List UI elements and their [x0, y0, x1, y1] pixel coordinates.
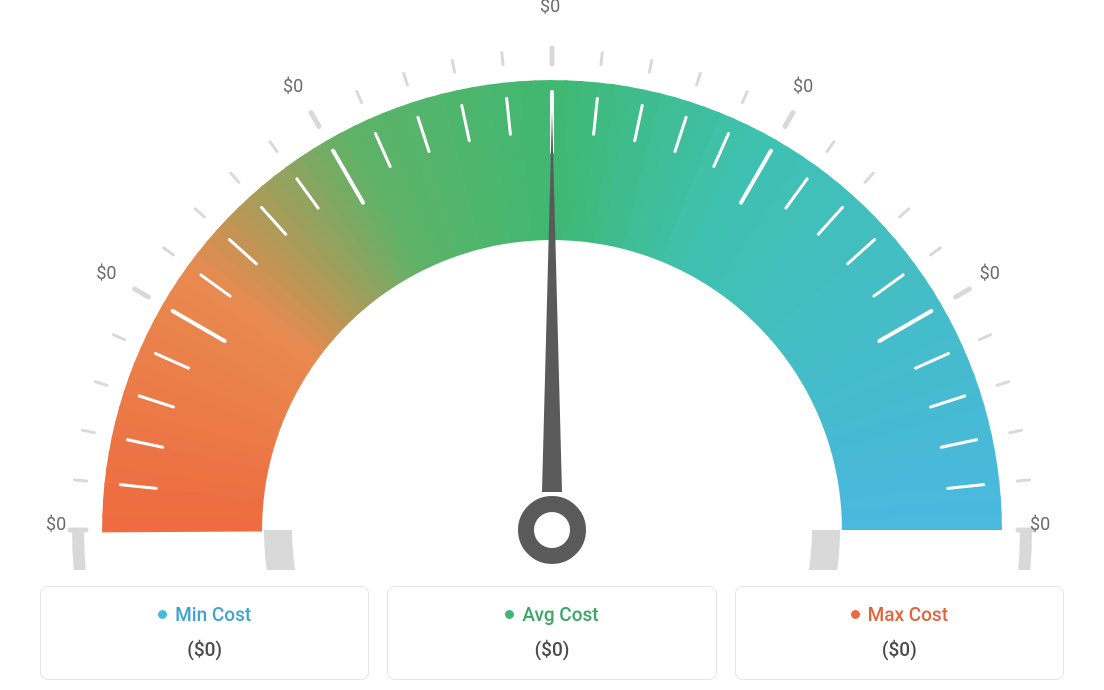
legend-label-max: Max Cost: [868, 603, 948, 626]
gauge-tick-label: $0: [980, 263, 1000, 284]
legend-row: Min Cost ($0) Avg Cost ($0) Max Cost ($0…: [40, 586, 1064, 680]
legend-label-min: Min Cost: [175, 603, 251, 626]
legend-label-avg: Avg Cost: [522, 603, 598, 626]
gauge-tick-label: $0: [46, 514, 66, 535]
legend-value-max: ($0): [746, 638, 1053, 661]
gauge-hub: [526, 504, 578, 556]
gauge-tick-label: $0: [1030, 514, 1050, 535]
legend-dot-max: [851, 610, 860, 619]
legend-title-max: Max Cost: [851, 603, 948, 626]
legend-card-max: Max Cost ($0): [735, 586, 1064, 680]
gauge-chart-container: $0 $0 $0 $0 $0 $0 $0 Min Cost ($0) Avg Cost ($…: [0, 0, 1104, 690]
legend-title-avg: Avg Cost: [505, 603, 598, 626]
gauge-svg: [0, 10, 1104, 570]
legend-title-min: Min Cost: [158, 603, 251, 626]
gauge-tick-label: $0: [540, 0, 560, 17]
legend-dot-avg: [505, 610, 514, 619]
gauge-tick-label: $0: [283, 76, 303, 97]
legend-value-avg: ($0): [398, 638, 705, 661]
gauge-area: $0 $0 $0 $0 $0 $0 $0: [0, 0, 1104, 560]
gauge-tick-label: $0: [96, 263, 116, 284]
legend-card-avg: Avg Cost ($0): [387, 586, 716, 680]
legend-card-min: Min Cost ($0): [40, 586, 369, 680]
legend-dot-min: [158, 610, 167, 619]
legend-value-min: ($0): [51, 638, 358, 661]
gauge-tick-label: $0: [793, 76, 813, 97]
